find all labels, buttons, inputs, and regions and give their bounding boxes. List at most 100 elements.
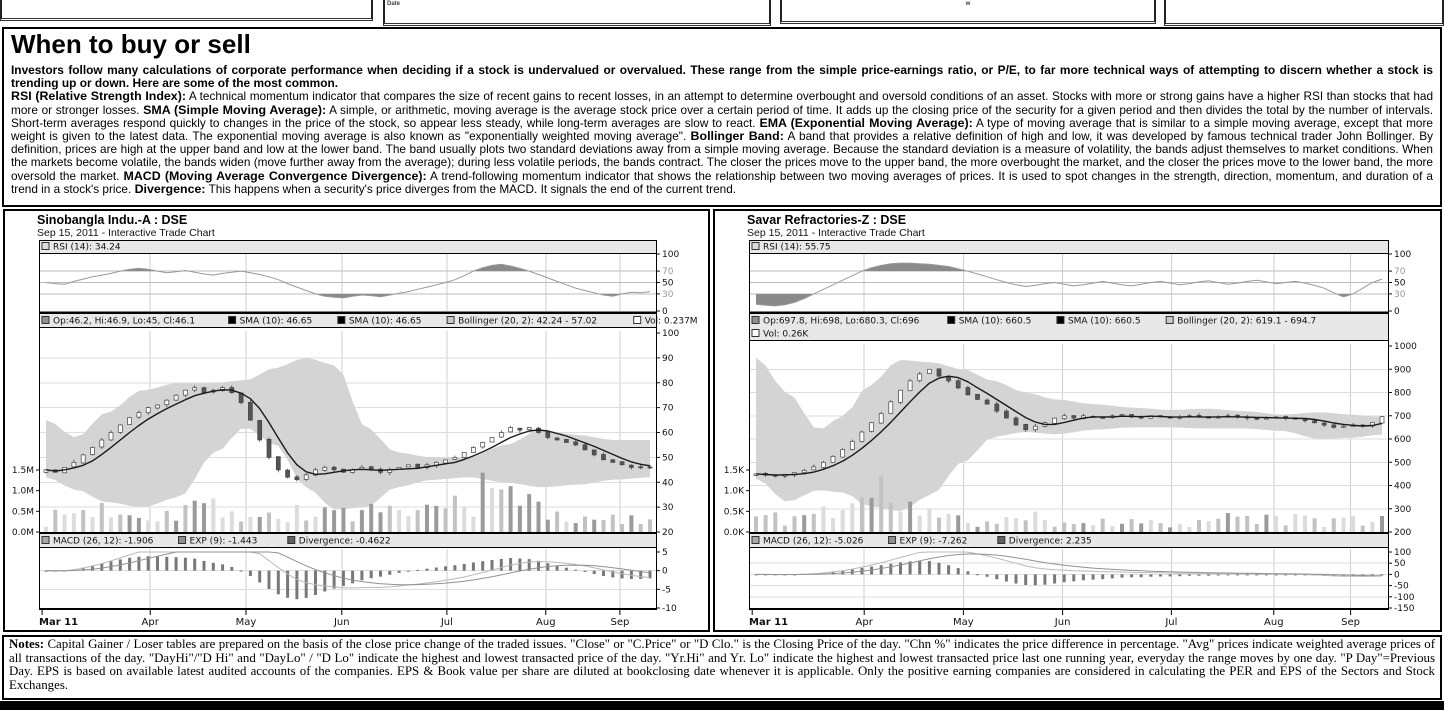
svg-text:300: 300 xyxy=(1394,505,1411,515)
svg-text:SMA (10): 660.5: SMA (10): 660.5 xyxy=(959,317,1032,327)
article-intro: Investors follow many calculations of co… xyxy=(11,63,1433,91)
svg-text:MACD (26, 12): -5.026: MACD (26, 12): -5.026 xyxy=(763,537,864,547)
svg-text:May: May xyxy=(953,617,974,628)
svg-text:1.0K: 1.0K xyxy=(724,487,745,497)
chart-title: Savar Refractories-Z : DSE xyxy=(747,213,907,227)
top-table-fragment-3: w xyxy=(780,0,1156,24)
svg-text:Op:697.8, Hi:698, Lo:680.3, Cl: Op:697.8, Hi:698, Lo:680.3, Cl:696 xyxy=(763,317,920,327)
svg-text:RSI (14): 55.75: RSI (14): 55.75 xyxy=(763,243,831,253)
svg-text:0: 0 xyxy=(662,307,668,317)
svg-text:70: 70 xyxy=(1394,267,1406,277)
page-bottom-rule xyxy=(0,701,1444,710)
svg-text:Vol: 0.26K: Vol: 0.26K xyxy=(763,330,809,340)
svg-text:100: 100 xyxy=(1394,548,1411,558)
svg-text:Jun: Jun xyxy=(1054,617,1071,628)
svg-text:Aug: Aug xyxy=(1264,617,1284,628)
svg-text:SMA (10): 46.65: SMA (10): 46.65 xyxy=(240,317,313,327)
svg-text:5: 5 xyxy=(662,548,668,558)
notes-label: Notes: xyxy=(9,637,45,651)
svg-text:30: 30 xyxy=(1394,290,1406,300)
svg-text:Mar 11: Mar 11 xyxy=(39,617,78,628)
svg-text:1000: 1000 xyxy=(1394,342,1417,352)
svg-text:700: 700 xyxy=(1394,412,1411,422)
svg-text:Mar 11: Mar 11 xyxy=(749,617,788,628)
svg-text:0.0M: 0.0M xyxy=(12,528,34,538)
svg-text:1.0M: 1.0M xyxy=(12,487,34,497)
svg-text:800: 800 xyxy=(1394,389,1411,399)
page-title: When to buy or sell xyxy=(11,29,251,59)
trade-chart-savar: 1007050300100090080070060050040030020010… xyxy=(715,240,1437,630)
svg-text:-100: -100 xyxy=(1394,593,1415,603)
top-table-fragment-2: Date xyxy=(383,0,771,26)
svg-text:70: 70 xyxy=(662,267,674,277)
svg-text:50: 50 xyxy=(1394,279,1406,289)
svg-text:Vol: 0.237M: Vol: 0.237M xyxy=(645,317,698,327)
svg-text:Sep: Sep xyxy=(1341,617,1360,628)
svg-text:Apr: Apr xyxy=(856,617,874,628)
svg-text:20: 20 xyxy=(662,528,674,538)
chart-panel-sinobangla: Sinobangla Indu.-A : DSE Sep 15, 2011 - … xyxy=(3,209,710,632)
svg-text:200: 200 xyxy=(1394,528,1411,538)
svg-text:May: May xyxy=(236,617,257,628)
top-table-fragment-1 xyxy=(0,0,373,21)
svg-text:0: 0 xyxy=(1394,570,1400,580)
svg-text:600: 600 xyxy=(1394,435,1411,445)
chart-subtitle: Sep 15, 2011 - Interactive Trade Chart xyxy=(37,227,215,239)
svg-text:50: 50 xyxy=(662,279,674,289)
chart-title: Sinobangla Indu.-A : DSE xyxy=(37,213,188,227)
svg-text:100: 100 xyxy=(1394,250,1411,260)
svg-text:80: 80 xyxy=(662,379,674,389)
svg-text:Op:46.2, Hi:46.9, Lo:45, Cl:46: Op:46.2, Hi:46.9, Lo:45, Cl:46.1 xyxy=(53,317,195,327)
svg-text:EXP (9): -7.262: EXP (9): -7.262 xyxy=(900,537,968,547)
svg-text:Bollinger (20, 2): 42.24 - 57.: Bollinger (20, 2): 42.24 - 57.02 xyxy=(458,317,597,327)
svg-text:Jul: Jul xyxy=(1164,617,1177,628)
svg-text:Bollinger (20, 2): 619.1 - 694: Bollinger (20, 2): 619.1 - 694.7 xyxy=(1177,317,1316,327)
svg-text:900: 900 xyxy=(1394,365,1411,375)
svg-text:1.5K: 1.5K xyxy=(724,466,745,476)
svg-text:MACD (26, 12): -1.906: MACD (26, 12): -1.906 xyxy=(53,537,154,547)
svg-text:60: 60 xyxy=(662,429,674,439)
svg-text:SMA (10): 46.65: SMA (10): 46.65 xyxy=(349,317,422,327)
top-fragment-text: Date xyxy=(387,1,401,7)
svg-text:100: 100 xyxy=(662,329,679,339)
svg-text:Jun: Jun xyxy=(333,617,350,628)
svg-text:RSI (14): 34.24: RSI (14): 34.24 xyxy=(53,243,121,253)
svg-text:Aug: Aug xyxy=(536,617,556,628)
svg-text:0.5K: 0.5K xyxy=(724,507,745,517)
svg-text:50: 50 xyxy=(1394,559,1406,569)
svg-text:EXP (9): -1.443: EXP (9): -1.443 xyxy=(190,537,258,547)
svg-text:1.5M: 1.5M xyxy=(12,466,34,476)
svg-text:-10: -10 xyxy=(662,604,677,614)
chart-subtitle: Sep 15, 2011 - Interactive Trade Chart xyxy=(747,227,925,239)
svg-text:90: 90 xyxy=(662,354,674,364)
svg-text:Divergence: 2.235: Divergence: 2.235 xyxy=(1009,537,1092,547)
svg-text:30: 30 xyxy=(662,503,674,513)
article-box: When to buy or sell Investors follow man… xyxy=(2,27,1442,207)
svg-text:Sep: Sep xyxy=(610,617,629,628)
svg-text:500: 500 xyxy=(1394,458,1411,468)
notes-text: Capital Gainer / Loser tables are prepar… xyxy=(9,637,1435,692)
top-table-fragment-4 xyxy=(1164,0,1444,26)
svg-text:Apr: Apr xyxy=(142,617,160,628)
svg-text:0: 0 xyxy=(1394,307,1400,317)
article-body: RSI (Relative Strength Index): A technic… xyxy=(11,89,1434,196)
svg-text:-50: -50 xyxy=(1394,582,1409,592)
svg-text:70: 70 xyxy=(662,404,674,414)
trade-chart-sinobangla: 1007050300100908070605040302050-5-101.5M… xyxy=(5,240,705,630)
notes-box: Notes: Capital Gainer / Loser tables are… xyxy=(2,635,1442,700)
svg-text:Divergence: -0.4622: Divergence: -0.4622 xyxy=(299,537,391,547)
chart-panel-savar: Savar Refractories-Z : DSE Sep 15, 2011 … xyxy=(713,209,1442,632)
svg-text:SMA (10): 660.5: SMA (10): 660.5 xyxy=(1068,317,1141,327)
svg-text:Jul: Jul xyxy=(440,617,453,628)
svg-text:-5: -5 xyxy=(662,585,671,595)
svg-text:400: 400 xyxy=(1394,482,1411,492)
svg-text:50: 50 xyxy=(662,453,674,463)
svg-text:100: 100 xyxy=(662,250,679,260)
svg-text:0.0K: 0.0K xyxy=(724,528,745,538)
svg-text:30: 30 xyxy=(662,290,674,300)
top-fragment-text: w xyxy=(965,1,971,7)
svg-text:0.5M: 0.5M xyxy=(12,507,34,517)
svg-text:0: 0 xyxy=(662,567,668,577)
svg-text:40: 40 xyxy=(662,478,674,488)
svg-text:-150: -150 xyxy=(1394,604,1415,614)
